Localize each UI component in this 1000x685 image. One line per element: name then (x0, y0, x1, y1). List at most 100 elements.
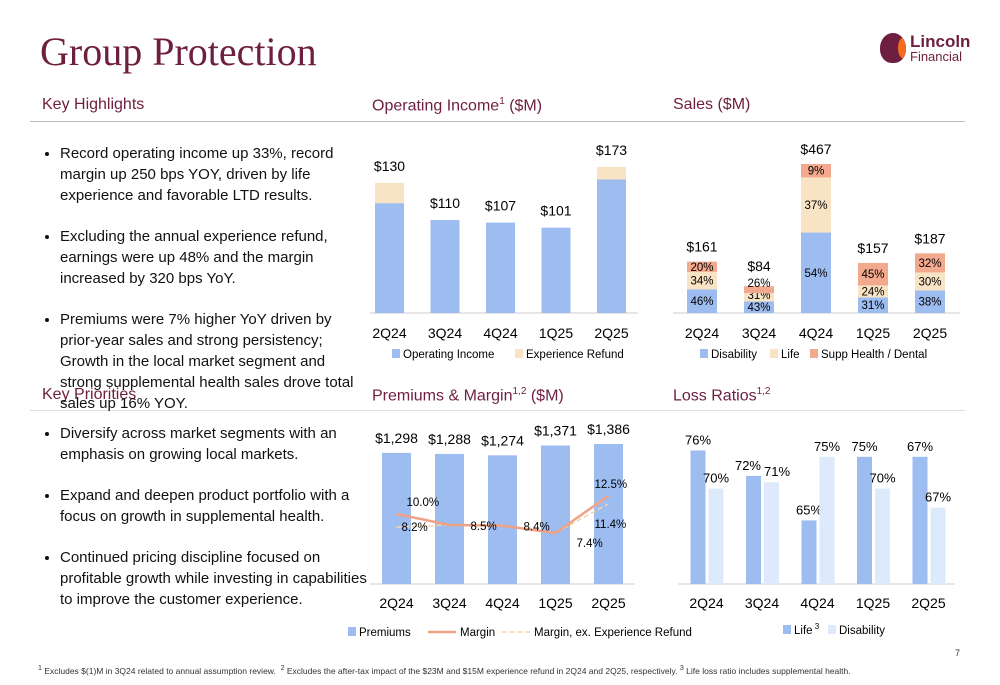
x-tick-label: 3Q24 (428, 325, 462, 341)
legend-label: Margin (460, 627, 495, 639)
data-label: $173 (596, 142, 627, 158)
data-label: 71% (764, 464, 790, 479)
disability-bar (819, 456, 835, 584)
logo-text-1: Lincoln (910, 32, 971, 51)
data-label: $1,371 (534, 423, 577, 439)
sales-segment-disability (801, 232, 831, 313)
margin-label: 12.5% (595, 479, 628, 491)
data-label: 72% (735, 458, 761, 473)
x-tick-label: 1Q25 (856, 325, 890, 341)
sales-segment-disability (744, 301, 774, 313)
legend-swatch (770, 349, 778, 358)
data-label: $1,274 (481, 432, 524, 448)
operating-income-chart: 2Q24 3Q24 4Q24 1Q25 2Q25 $130 $110 $107 $101 $173… (370, 142, 638, 361)
sales-segment-supp-health-dental (858, 262, 888, 286)
premiums-margin-chart: 2Q24 3Q24 4Q24 1Q25 2Q25 $1,298 $1,288 $1,274 $1… (348, 421, 692, 639)
segment-label: 20% (690, 262, 713, 274)
x-tick-label: 3Q24 (745, 595, 779, 611)
footnote-2: Excludes the after-tax impact of the $23… (286, 665, 678, 676)
segment-label: 45% (861, 269, 884, 281)
data-label: 65% (796, 502, 822, 517)
divider (30, 121, 965, 122)
x-tick-label: 4Q24 (485, 595, 519, 611)
experience-refund-bar (597, 166, 626, 180)
life-bar (690, 450, 706, 584)
disability-bar (764, 482, 779, 584)
page-title: Group Protection (40, 29, 317, 74)
premiums-bar (435, 453, 464, 584)
x-tick-label: 2Q24 (372, 325, 406, 341)
highlight-item: Excluding the annual experience refund, … (60, 226, 370, 289)
life-bar (801, 520, 817, 584)
priority-item: Expand and deepen product portfolio with… (60, 485, 370, 527)
priorities-list: Diversify across market segments with an… (45, 423, 370, 630)
premiums-bar (382, 452, 411, 584)
lincoln-portrait-icon (880, 33, 906, 63)
margin-label: 10.0% (407, 497, 440, 509)
segment-label: 43% (747, 302, 770, 314)
x-tick-label: 3Q24 (432, 595, 466, 611)
data-label: $84 (747, 258, 771, 274)
segment-label: 34% (690, 276, 713, 288)
data-label: $1,288 (428, 431, 471, 447)
legend-label: Experience Refund (526, 349, 624, 361)
x-tick-label: 3Q24 (742, 325, 776, 341)
data-label: $467 (800, 141, 831, 157)
operating-income-bar (430, 220, 460, 313)
legend-label: Life 3 (794, 622, 820, 637)
sales-segment-supp-health-dental (744, 286, 774, 294)
sales-segment-supp-health-dental (687, 261, 717, 272)
legend-swatch (783, 625, 791, 634)
premiums-heading: Premiums & Margin1,2 ($M) (372, 386, 564, 405)
legend-swatch (828, 625, 836, 634)
margin-label: 8.5% (471, 521, 497, 533)
loss-ratios-heading: Loss Ratios1,2 (673, 386, 771, 405)
sales-chart: 2Q24 3Q24 4Q24 1Q25 2Q25 46% 34% 20% $161 43% 31% 2… (673, 141, 960, 361)
logo-text-2: Financial (910, 49, 963, 64)
legend-label: Supp Health / Dental (821, 349, 927, 361)
heading-unit: ($M) (504, 97, 543, 115)
premiums-bar (541, 445, 570, 584)
segment-label: 9% (808, 166, 825, 178)
footnotes: 1 Excludes $(1)M in 3Q24 related to annu… (38, 664, 851, 676)
legend-label: Margin, ex. Experience Refund (534, 627, 692, 639)
segment-label: 37% (804, 200, 827, 212)
legend-label: Operating Income (403, 349, 494, 361)
x-tick-label: 1Q25 (539, 325, 573, 341)
data-label: $110 (430, 195, 460, 211)
key-priorities-heading: Key Priorities (42, 386, 137, 403)
sales-heading: Sales ($M) (673, 96, 751, 113)
sales-segment-life (858, 285, 888, 298)
divider (30, 410, 965, 411)
premiums-bar (488, 455, 517, 584)
data-label: 67% (907, 439, 933, 454)
sales-segment-life (801, 177, 831, 233)
operating-income-heading: Operating Income1 ($M) (372, 96, 542, 115)
highlight-item: Premiums were 7% higher YoY driven by pr… (60, 309, 370, 414)
heading-text: Premiums & Margin (372, 387, 513, 405)
legend-swatch (810, 349, 818, 358)
heading-text: Operating Income (372, 97, 500, 115)
margin-label: 7.4% (577, 538, 603, 550)
segment-label: 54% (804, 268, 827, 280)
heading-unit: ($M) (526, 387, 564, 405)
data-label: 76% (685, 432, 711, 447)
margin-ex-label: 8.2% (402, 522, 428, 534)
legend-label: Disability (839, 625, 885, 637)
data-label: 75% (814, 439, 840, 454)
operating-income-bar (375, 203, 404, 313)
data-label: $161 (686, 239, 717, 255)
x-tick-label: 2Q24 (689, 595, 723, 611)
x-tick-label: 1Q25 (856, 595, 890, 611)
segment-label: 31% (861, 300, 884, 312)
margin-label: 8.4% (524, 522, 550, 534)
key-highlights-heading: Key Highlights (42, 96, 145, 113)
data-label: $101 (540, 203, 571, 219)
disability-bar (875, 488, 890, 584)
legend-swatch (515, 349, 523, 358)
footnote-ref: 1,2 (512, 386, 527, 397)
data-label: 75% (851, 439, 877, 454)
x-tick-label: 2Q25 (913, 325, 947, 341)
x-tick-label: 2Q25 (591, 595, 625, 611)
